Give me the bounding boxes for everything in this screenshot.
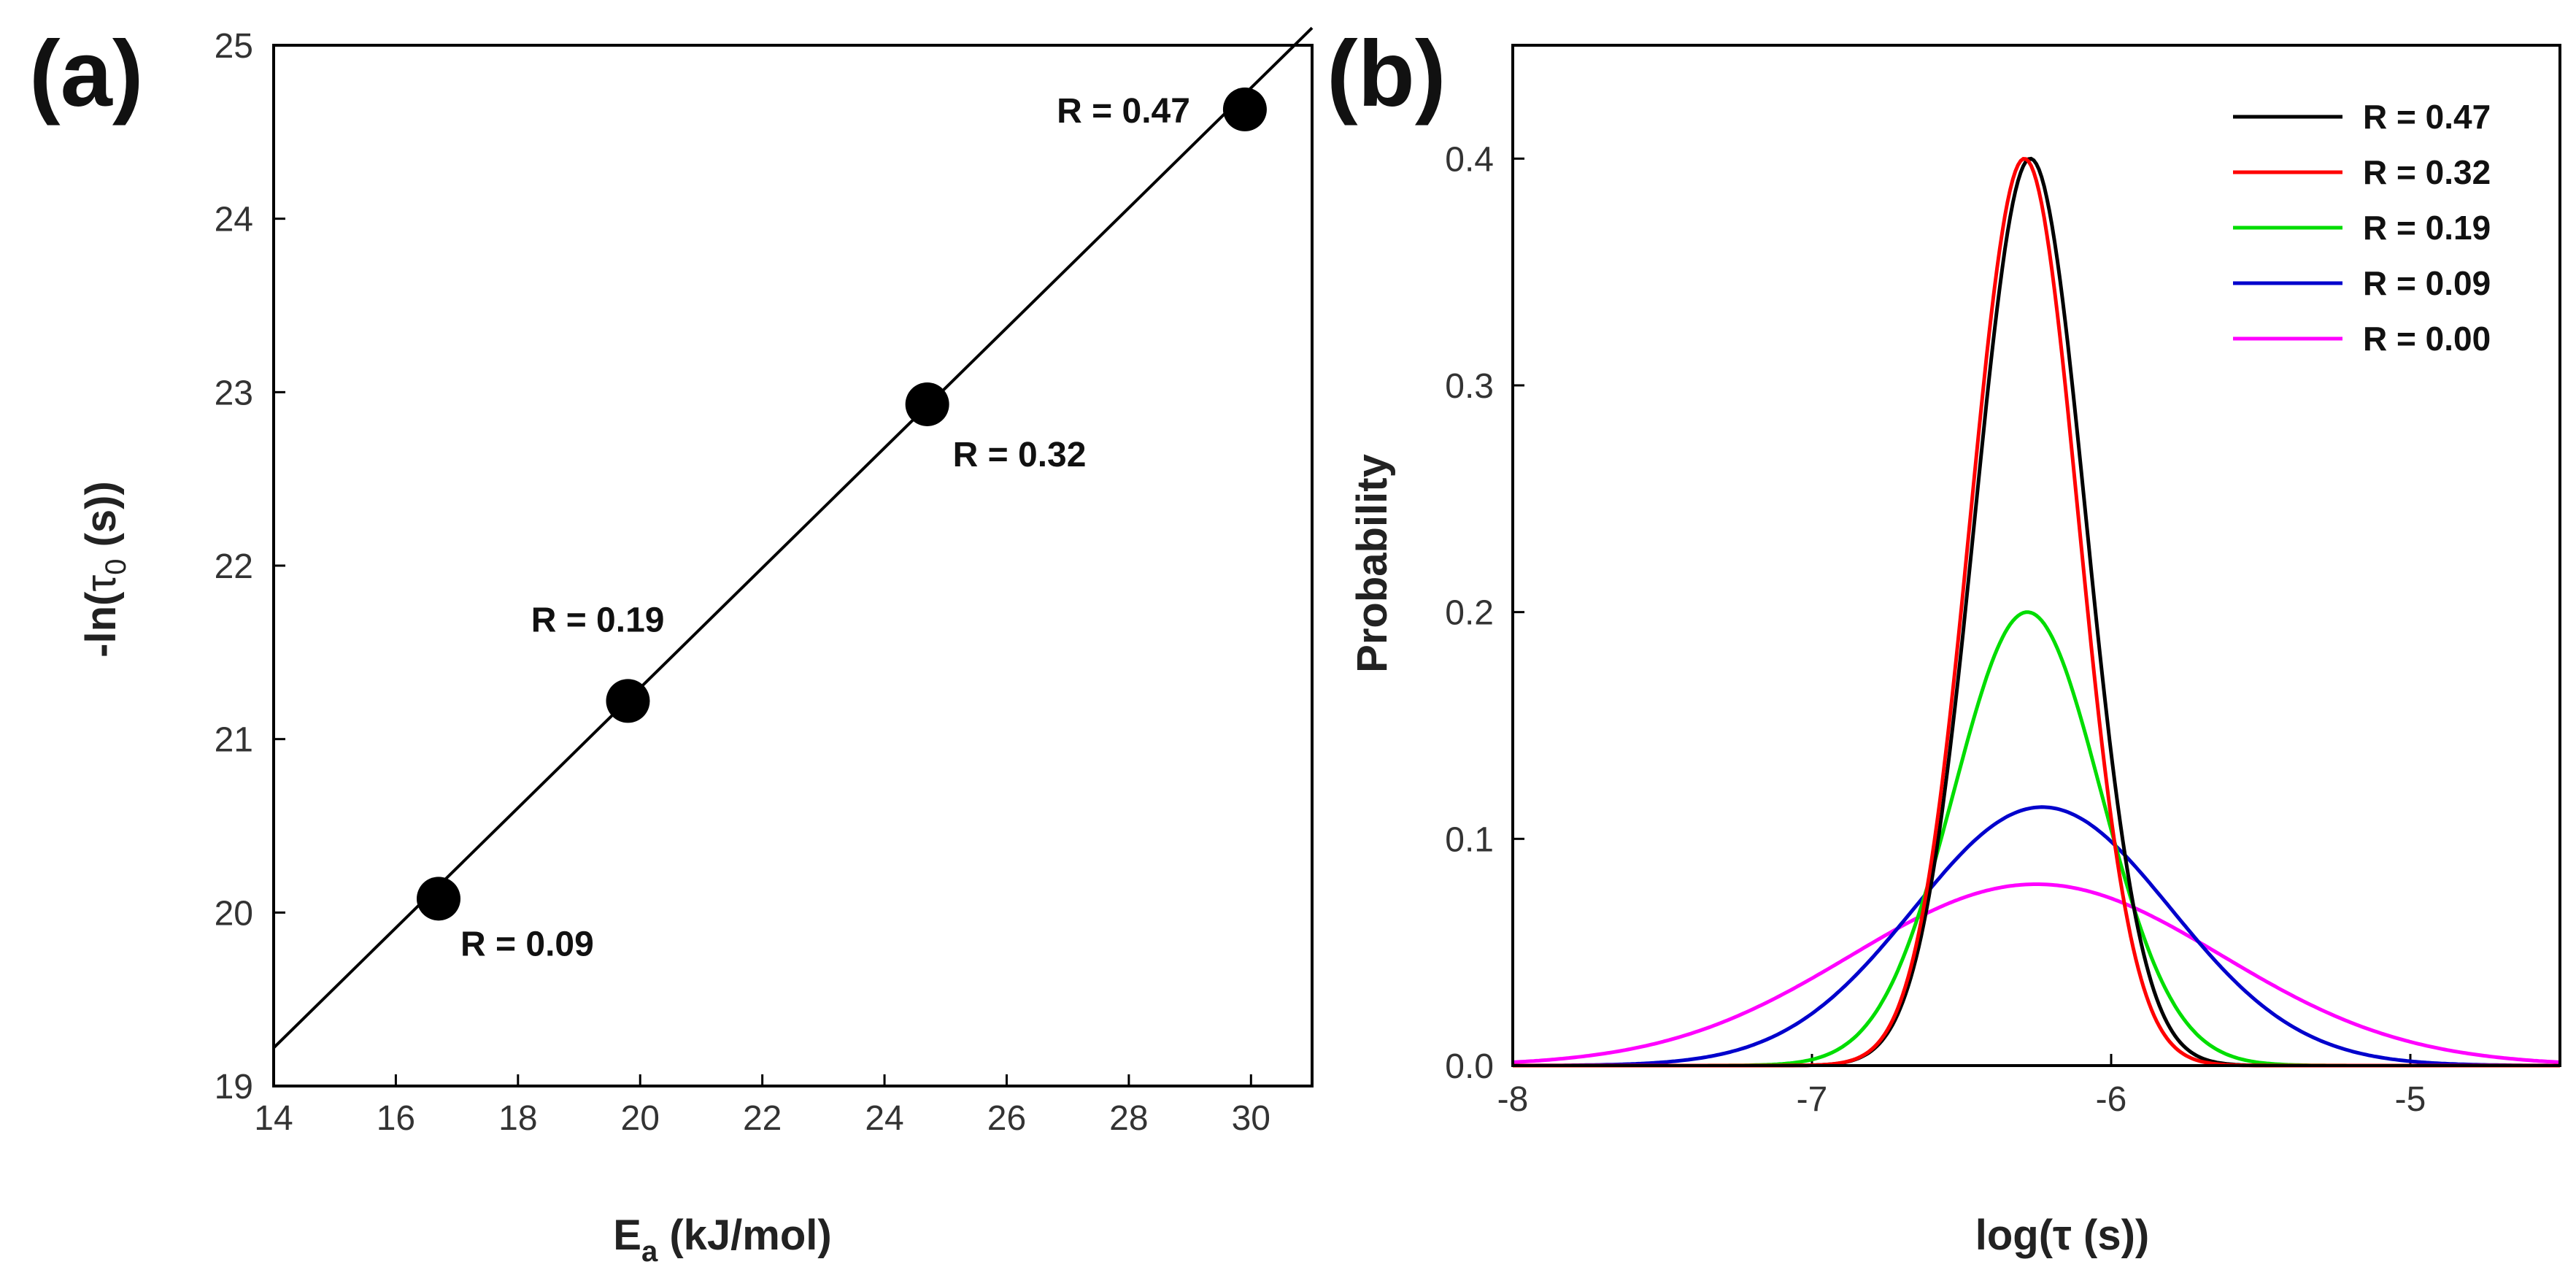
panel-a-xlabel-rest: (kJ/mol)	[658, 1212, 832, 1259]
panel-b-legend-label: R = 0.00	[2363, 320, 2491, 358]
panel-b-series-line	[1512, 882, 2561, 1064]
panel-a-x-tick-label: 30	[1232, 1099, 1270, 1138]
panel-a-point	[905, 382, 949, 426]
panel-a-point-label: R = 0.47	[1057, 92, 1190, 131]
panel-a-point	[606, 679, 650, 723]
panel-a-y-tick-label: 23	[215, 374, 253, 412]
panel-b-y-tick-label: 0.0	[1445, 1047, 1494, 1086]
panel-a-chart: (a) 14 16 18 20 22 24 26 28 30 19 20 21 22 23 24 25 R =…	[29, 22, 1314, 1268]
panel-a-x-tick-label: 18	[498, 1099, 537, 1138]
panel-a-ticks: 14 16 18 20 22 24 26 28 30 19 20 21 22 23 24 25	[215, 27, 1270, 1138]
panel-b-frame	[1511, 44, 2561, 1067]
panel-b-legend-label: R = 0.47	[2363, 98, 2491, 136]
panel-a-x-tick-label: 24	[865, 1099, 903, 1138]
panel-b-chart: (b) -8 -7 -6 -50.00.10.20.30.4 R = 0.47R = …	[1327, 22, 2561, 1259]
panel-a-x-tick-label: 28	[1109, 1099, 1148, 1138]
panel-a-y-axis-title: -ln(τ0 (s))	[77, 481, 132, 658]
panel-a-x-tick-label: 26	[987, 1099, 1026, 1138]
panel-b-label: (b)	[1327, 22, 1446, 126]
panel-a-points: R = 0.09 R = 0.19 R = 0.32 R = 0.47	[417, 87, 1267, 963]
panel-a-y-tick-label: 24	[215, 201, 253, 239]
panel-a-point-label: R = 0.19	[531, 601, 665, 639]
panel-b-x-axis-title: log(τ (s))	[1975, 1212, 2150, 1259]
panel-b-series-line	[1513, 805, 2560, 1068]
panel-a-point-label: R = 0.09	[460, 925, 594, 963]
panel-b-x-tick-label: -7	[1797, 1080, 1828, 1119]
panel-b-y-tick-label: 0.4	[1445, 140, 1494, 179]
panel-a-point-label: R = 0.32	[953, 436, 1087, 474]
panel-a-point	[417, 877, 461, 921]
panel-a-ylabel-pre: -ln(	[77, 591, 125, 658]
panel-b-legend-label: R = 0.19	[2363, 209, 2491, 247]
panel-a-frame	[272, 44, 1314, 1087]
panel-a-point	[1222, 87, 1267, 131]
panel-a-y-tick-label: 25	[215, 27, 253, 66]
panel-b-y-tick-label: 0.3	[1445, 367, 1494, 406]
panel-a-ylabel-sub: 0	[100, 558, 132, 574]
panel-b-x-tick-label: -6	[2096, 1080, 2127, 1119]
panel-a-label: (a)	[29, 22, 143, 126]
panel-a-ylabel-post: (s))	[77, 481, 125, 558]
panel-b-x-tick-label: -8	[1497, 1080, 1529, 1119]
panel-a-y-tick-label: 22	[215, 547, 253, 586]
panel-a-xlabel-main: E	[613, 1212, 641, 1259]
panel-a-xlabel-sub: a	[641, 1236, 658, 1268]
panel-a-y-tick-label: 21	[215, 721, 253, 760]
panel-b-series-line	[1513, 610, 2560, 1068]
panel-a-ylabel-tau: τ	[77, 575, 125, 592]
panel-b-y-axis-title: Probability	[1349, 454, 1396, 673]
panel-b-y-tick-label: 0.1	[1445, 820, 1494, 859]
panel-a-y-tick-label: 20	[215, 894, 253, 933]
panel-b-ticks: -8 -7 -6 -5 0.0 0.1 0.2 0.3 0.4	[1445, 140, 2426, 1119]
panel-a-x-tick-label: 20	[621, 1099, 660, 1138]
panel-b-legend-label: R = 0.09	[2363, 264, 2491, 302]
panel-a-fit-line	[272, 26, 1314, 1050]
panel-a-fit-line-group	[272, 26, 1314, 1050]
panel-a-x-tick-label: 16	[377, 1099, 415, 1138]
panel-b-y-tick-label: 0.2	[1445, 594, 1494, 633]
panel-b-x-tick-label: -5	[2395, 1080, 2426, 1119]
panel-a-x-tick-label: 22	[743, 1099, 782, 1138]
panel-a-x-axis-title: Ea (kJ/mol)	[613, 1212, 831, 1268]
panel-a-y-tick-label: 19	[215, 1068, 253, 1106]
panel-b-legend-label: R = 0.32	[2363, 153, 2491, 191]
panel-a-x-tick-label: 14	[254, 1099, 293, 1138]
panel-b-legend: R = 0.47 R = 0.32 R = 0.19 R = 0.09 R = 0.00	[2233, 98, 2491, 358]
